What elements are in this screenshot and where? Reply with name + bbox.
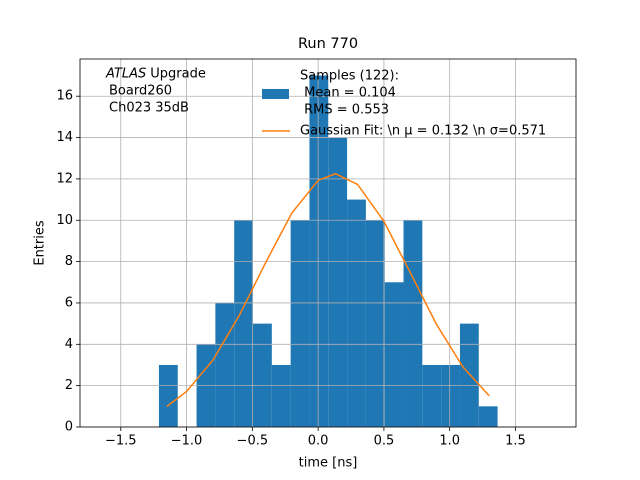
annotation: ATLAS bbox=[105, 67, 146, 82]
y-tick-label: 0 bbox=[65, 420, 73, 435]
y-tick-label: 4 bbox=[65, 337, 73, 352]
x-axis-label: time [ns] bbox=[299, 456, 358, 471]
legend-label: RMS = 0.553 bbox=[300, 103, 389, 118]
x-tick-label: −1.5 bbox=[105, 434, 137, 449]
axes-frame bbox=[79, 58, 577, 428]
x-tick-label: −0.5 bbox=[237, 434, 269, 449]
annotation: Ch023 35dB bbox=[109, 101, 189, 116]
legend-label: Samples (122): bbox=[300, 69, 399, 84]
bar bbox=[384, 282, 404, 427]
bar bbox=[403, 220, 423, 427]
y-tick-label: 10 bbox=[56, 213, 73, 228]
bar bbox=[347, 199, 366, 427]
bar bbox=[271, 364, 291, 427]
bar bbox=[441, 364, 460, 427]
legend-label: Gaussian Fit: \n μ = 0.132 \n σ=0.571 bbox=[300, 124, 546, 139]
bar bbox=[309, 75, 329, 427]
y-tick-label: 16 bbox=[56, 89, 73, 104]
x-tick-label: −1.0 bbox=[171, 434, 203, 449]
x-tick-label: 1.0 bbox=[439, 434, 460, 449]
annotation: Upgrade bbox=[150, 67, 206, 82]
x-tick-label: 1.5 bbox=[505, 434, 526, 449]
legend-label: Mean = 0.104 bbox=[300, 86, 396, 101]
y-tick-label: 8 bbox=[65, 254, 73, 269]
bar bbox=[328, 137, 348, 427]
y-tick-label: 14 bbox=[56, 130, 73, 145]
x-tick-label: 0.5 bbox=[374, 434, 395, 449]
bar bbox=[215, 302, 235, 427]
bar bbox=[365, 220, 385, 427]
y-axis-label: Entries bbox=[33, 220, 48, 266]
y-tick-label: 12 bbox=[56, 171, 73, 186]
bar bbox=[234, 220, 254, 427]
bar bbox=[290, 220, 310, 427]
legend-patch bbox=[262, 89, 289, 99]
annotation: Board260 bbox=[109, 84, 172, 99]
bar bbox=[422, 364, 442, 427]
bar bbox=[459, 323, 479, 427]
x-tick-label: 0.0 bbox=[308, 434, 329, 449]
bar bbox=[158, 364, 178, 427]
fit-line bbox=[166, 172, 490, 408]
bar bbox=[478, 406, 498, 427]
y-tick-label: 6 bbox=[65, 295, 73, 310]
bar bbox=[253, 323, 272, 427]
y-tick-label: 2 bbox=[65, 378, 73, 393]
chart-title: Run 770 bbox=[298, 36, 358, 52]
